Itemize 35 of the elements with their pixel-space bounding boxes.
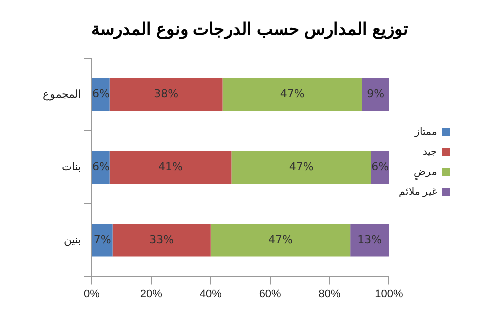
bar [350, 224, 390, 257]
data-label: 38% [154, 88, 179, 101]
x-tick-label: 60% [259, 288, 282, 300]
bar [92, 224, 113, 257]
x-tick-label: 0% [84, 288, 100, 300]
legend-label: غير ملائم [399, 186, 437, 198]
bar [110, 151, 232, 184]
bar [232, 151, 372, 184]
data-label: 6% [92, 88, 110, 101]
data-label: 6% [92, 160, 110, 174]
data-label: 47% [268, 233, 293, 246]
y-tick-label: بنات [62, 162, 81, 174]
data-label: 9% [367, 88, 385, 101]
data-label: 41% [158, 160, 183, 174]
data-label: 13% [358, 233, 382, 246]
bar [110, 78, 223, 112]
data-label: 47% [280, 88, 305, 101]
legend-label: ممتاز [414, 126, 437, 138]
legend-label: جيد [423, 146, 437, 158]
data-label: 47% [289, 160, 314, 174]
bar [362, 78, 390, 112]
data-label: 6% [372, 160, 390, 174]
data-label: 7% [94, 233, 112, 246]
x-tick-label: 100% [375, 288, 404, 300]
x-tick-label: 20% [140, 288, 163, 300]
bar [222, 78, 362, 112]
bar [112, 224, 211, 257]
y-tick-label: المجموع [43, 88, 81, 101]
data-label: 33% [150, 233, 174, 246]
bar [210, 224, 351, 257]
chart-title: توزيع المدارس حسب الدرجات ونوع المدرسة [92, 20, 408, 40]
y-tick-label: بنين [64, 234, 81, 246]
legend-label: مرضٍ [414, 166, 437, 181]
x-tick-label: 40% [200, 288, 222, 300]
x-tick-label: 80% [318, 288, 341, 300]
